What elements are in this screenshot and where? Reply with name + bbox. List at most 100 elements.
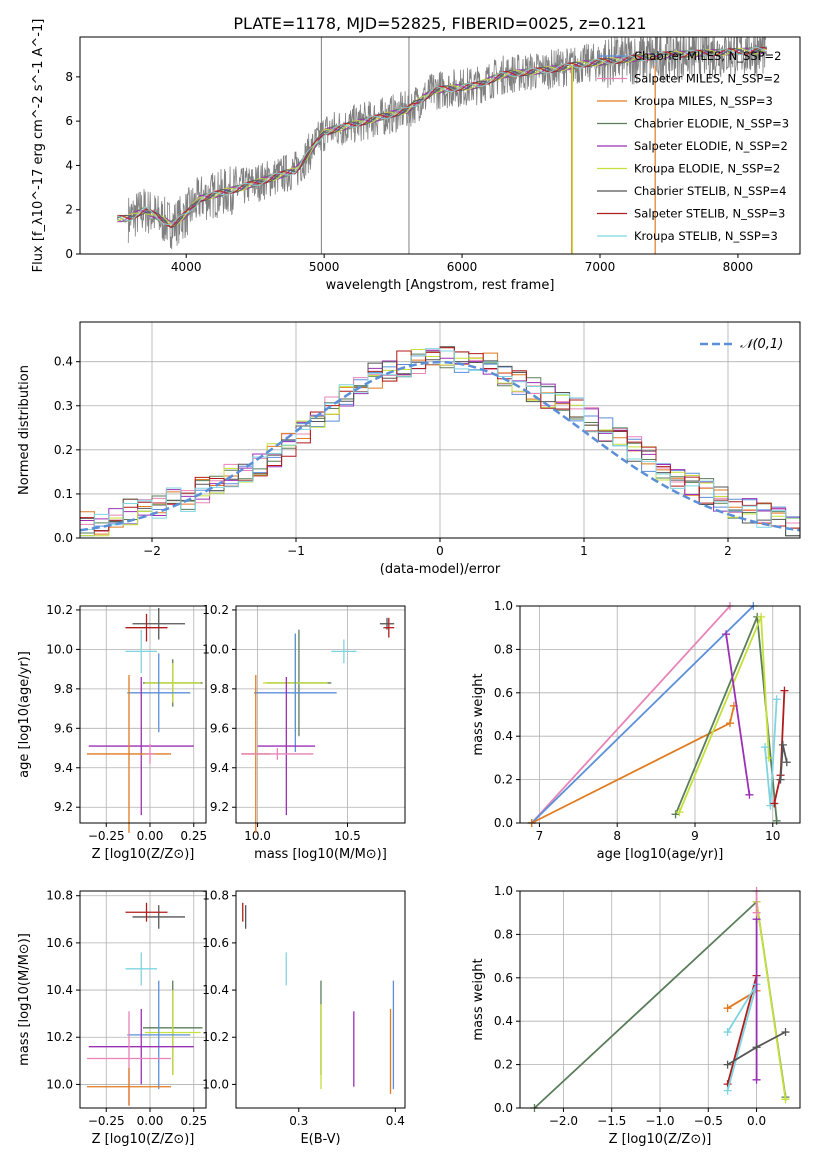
legend-entry: 𝒩(0,1) bbox=[740, 337, 783, 352]
y-tick-label: 10.2 bbox=[46, 1030, 73, 1044]
x-tick-label: −2.0 bbox=[549, 1114, 578, 1128]
errorbar-point-9 bbox=[144, 744, 156, 764]
y-tick-label: 10.6 bbox=[202, 936, 229, 950]
y-tick-label: 6 bbox=[65, 114, 73, 128]
errorbar-point-5 bbox=[144, 990, 201, 1075]
panel-mass-vs-Z: −0.25 0.00 0.25 10.0 10.2 10.4 10.6 10.8 Z [log1… bbox=[17, 889, 207, 1147]
plot-frame bbox=[79, 605, 207, 824]
x-tick-label: 5000 bbox=[309, 260, 340, 274]
x-tick-label: 8000 bbox=[723, 260, 754, 274]
x-axis-label: wavelength [Angstrom, rest frame] bbox=[326, 278, 555, 293]
weight-marker bbox=[723, 1004, 732, 1013]
y-tick-label: 9.6 bbox=[210, 721, 229, 735]
weight-marker bbox=[782, 758, 791, 767]
y-tick-label: 10.2 bbox=[202, 603, 229, 617]
y-tick-label: 0.4 bbox=[494, 729, 513, 743]
x-axis-label: E(B-V) bbox=[300, 1132, 340, 1147]
histogram-step-9 bbox=[79, 348, 801, 538]
y-tick-label: 0.2 bbox=[494, 1058, 513, 1072]
plot-frame bbox=[235, 605, 406, 824]
errorbar-point-7 bbox=[88, 1008, 194, 1085]
weight-marker bbox=[770, 799, 779, 808]
x-axis-label: Z [log10(Z/Z⊙)] bbox=[92, 847, 195, 862]
x-tick-label: 8 bbox=[613, 829, 621, 843]
errorbar-point-5 bbox=[144, 663, 201, 703]
x-tick-label: 7000 bbox=[585, 260, 616, 274]
weight-marker bbox=[772, 816, 781, 825]
y-tick-label: 10.0 bbox=[46, 642, 73, 656]
y-tick-label: 0.3 bbox=[54, 399, 73, 413]
weight-marker bbox=[780, 686, 789, 695]
y-tick-label: 2 bbox=[65, 203, 73, 217]
weight-marker bbox=[745, 790, 754, 799]
y-tick-label: 0 bbox=[65, 247, 73, 261]
y-tick-label: 1.0 bbox=[494, 599, 513, 613]
x-tick-label: 6000 bbox=[447, 260, 478, 274]
weight-line-1 bbox=[531, 605, 731, 824]
errorbar-point-8 bbox=[87, 675, 171, 833]
weight-marker bbox=[723, 1086, 732, 1095]
y-tick-label: 10.4 bbox=[202, 983, 229, 997]
weight-line-2 bbox=[755, 901, 787, 1100]
y-tick-label: 10.2 bbox=[46, 603, 73, 617]
plot-frame bbox=[519, 890, 801, 1109]
y-axis-label: mass weight bbox=[471, 958, 486, 1040]
x-tick-label: 0.0 bbox=[747, 1114, 766, 1128]
x-tick-label: 0.25 bbox=[180, 829, 207, 843]
y-tick-label: 10.0 bbox=[202, 1077, 229, 1091]
weight-marker bbox=[752, 1043, 761, 1052]
errorbar-point-6 bbox=[127, 980, 191, 1090]
errorbar-point-3 bbox=[125, 629, 157, 674]
x-tick-label: 1 bbox=[580, 544, 588, 558]
errorbar-point-9 bbox=[87, 1067, 171, 1106]
panel-weight-vs-age: 7 8 9 10 0.0 0.2 0.4 0.6 0.8 1.0 age [log10(age/yr… bbox=[471, 599, 801, 862]
x-tick-label: 0.4 bbox=[386, 1114, 405, 1128]
x-tick-label: −1.5 bbox=[597, 1114, 626, 1128]
y-tick-label: 10.0 bbox=[46, 1077, 73, 1091]
y-axis-label: Normed distribution bbox=[17, 365, 32, 495]
y-tick-label: 8 bbox=[65, 70, 73, 84]
weight-line-6 bbox=[725, 634, 751, 795]
weight-marker bbox=[752, 908, 761, 917]
weight-marker bbox=[778, 740, 787, 749]
y-tick-label: 9.8 bbox=[210, 682, 229, 696]
x-tick-label: 4000 bbox=[171, 260, 202, 274]
y-tick-label: 9.2 bbox=[54, 800, 73, 814]
x-axis-label: (data-model)/error bbox=[380, 562, 501, 577]
model-line-9 bbox=[116, 47, 768, 225]
y-tick-label: 9.8 bbox=[54, 682, 73, 696]
x-tick-label: 0.00 bbox=[137, 829, 164, 843]
y-axis-label: mass weight bbox=[471, 673, 486, 755]
x-axis-label: age [log10(age/yr)] bbox=[597, 847, 724, 862]
weight-marker bbox=[781, 1028, 790, 1037]
y-tick-label: 9.4 bbox=[210, 761, 229, 775]
x-tick-label: 0.3 bbox=[289, 1114, 308, 1128]
y-tick-label: 0.6 bbox=[494, 971, 513, 985]
y-tick-label: 0.0 bbox=[494, 816, 513, 830]
legend-entry: Kroupa MILES, N_SSP=3 bbox=[634, 94, 773, 108]
errorbar-point-6 bbox=[127, 653, 191, 733]
model-line-8 bbox=[117, 46, 768, 228]
errorbar-point-1 bbox=[132, 905, 185, 929]
errorbar-point-7 bbox=[257, 677, 316, 816]
y-axis-label: mass [log10(M/M⊙)] bbox=[17, 933, 32, 1066]
y-tick-label: 10.8 bbox=[202, 889, 229, 903]
y-axis-label: age [log10(age/yr)] bbox=[17, 651, 32, 778]
y-tick-label: 1.0 bbox=[494, 884, 513, 898]
plot-frame bbox=[79, 36, 801, 255]
errorbar-point-7 bbox=[88, 677, 194, 816]
y-tick-label: 0.8 bbox=[494, 642, 513, 656]
weight-marker bbox=[723, 1028, 732, 1037]
y-tick-label: 0.0 bbox=[54, 531, 73, 545]
weight-marker bbox=[722, 630, 731, 639]
errorbar-point-2 bbox=[125, 613, 168, 642]
x-tick-label: 2 bbox=[724, 544, 732, 558]
y-tick-label: 10.4 bbox=[46, 983, 73, 997]
panel-weight-vs-Z: −2.0 −1.5 −1.0 −0.5 0.0 0.0 0.2 0.4 0.6 0.8 1.0 Z [… bbox=[471, 884, 801, 1147]
x-tick-label: 10 bbox=[765, 829, 780, 843]
legend-entry: Chabrier MILES, N_SSP=2 bbox=[634, 49, 781, 63]
plot-frame bbox=[235, 890, 406, 1109]
weight-line-4 bbox=[674, 616, 778, 821]
weight-marker bbox=[752, 1075, 761, 1084]
